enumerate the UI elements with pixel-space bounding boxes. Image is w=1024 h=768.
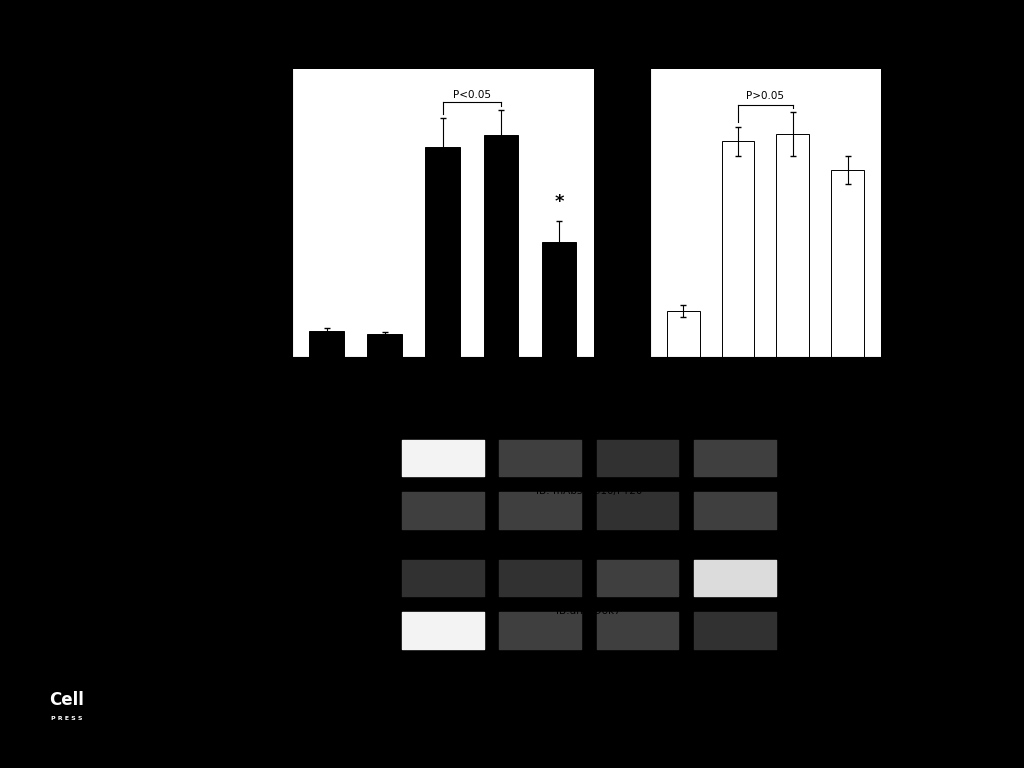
Text: αBTX beads
"pull down": αBTX beads "pull down" [324, 473, 386, 495]
Text: –: – [647, 419, 653, 432]
Text: –: – [442, 419, 449, 432]
Bar [776, 134, 809, 357]
Text: –: – [680, 423, 686, 436]
Text: Dok7 siRNA: Dok7 siRNA [328, 420, 386, 430]
Text: Scr siRNA: Scr siRNA [338, 402, 386, 413]
Y-axis label: AChR clusters per
DsRed-positive myotube: AChR clusters per DsRed-positive myotube [603, 149, 625, 277]
Text: +: + [438, 382, 447, 395]
Text: –: – [324, 382, 330, 395]
Text: Tid1 shRNA: Tid1 shRNA [233, 425, 291, 435]
Text: Phosph. β: Phosph. β [796, 453, 847, 463]
Text: Tid1(1-222)-myc: Tid1(1-222)-myc [303, 386, 386, 396]
Text: DsRed: DsRed [259, 362, 291, 372]
Text: –: – [545, 402, 551, 414]
Bar [483, 135, 518, 357]
Text: –: – [442, 402, 449, 414]
Text: DsRed: DsRed [617, 362, 649, 372]
Text: +: + [748, 419, 758, 432]
Text: Scr shRNA: Scr shRNA [239, 404, 291, 414]
Text: –: – [845, 361, 851, 374]
Text: –: – [556, 402, 562, 415]
Text: P>0.05: P>0.05 [746, 91, 784, 101]
Text: –: – [440, 402, 445, 415]
Text: Dok7: Dok7 [796, 573, 822, 583]
Text: P R E S S: P R E S S [51, 716, 82, 720]
Text: +: + [748, 384, 758, 397]
Text: –: – [845, 402, 851, 415]
Bar [368, 334, 402, 357]
Text: IB: re-probe with mAb124: IB: re-probe with mAb124 [522, 538, 655, 548]
Text: –: – [324, 423, 330, 436]
Text: +: + [554, 382, 564, 395]
Bar [425, 147, 461, 357]
Text: +: + [787, 402, 798, 415]
Text: *: * [554, 194, 564, 211]
Text: Scr siRNA: Scr siRNA [601, 404, 649, 414]
Text: +: + [380, 361, 390, 374]
Text: +: + [496, 382, 506, 395]
Text: Dok7-DsRed: Dok7-DsRed [229, 383, 291, 393]
Text: P<0.05: P<0.05 [453, 90, 490, 100]
Text: –: – [735, 361, 741, 374]
Text: 2008 60, 625-641DOI: (10.1016/j.neuron.2008.09.025): 2008 60, 625-641DOI: (10.1016/j.neuron.2… [264, 710, 553, 720]
Text: –: – [442, 384, 449, 397]
Text: A: A [223, 46, 237, 64]
Text: Cell: Cell [49, 690, 84, 709]
Text: IB:anti-Dok7: IB:anti-Dok7 [556, 606, 622, 616]
Text: –: – [680, 402, 686, 415]
Text: –: – [680, 382, 686, 395]
Text: +: + [787, 382, 798, 395]
Text: IB: mAbs 4G10/PY20: IB: mAbs 4G10/PY20 [536, 486, 642, 496]
Text: +: + [645, 384, 655, 397]
Text: Tid1(1-222)-DsRed: Tid1(1-222)-DsRed [555, 383, 649, 393]
Bar [667, 311, 699, 357]
Bar [831, 170, 864, 357]
Text: –: – [790, 423, 796, 436]
Text: Crude
Lysate: Crude Lysate [353, 593, 386, 615]
Text: +: + [843, 382, 853, 395]
Text: +: + [496, 402, 506, 415]
Text: –: – [382, 382, 388, 395]
Text: –: – [750, 402, 756, 414]
Text: –: – [735, 402, 741, 415]
Text: Copyright © 2008 Elsevier Inc.  Terms and Conditions: Copyright © 2008 Elsevier Inc. Terms and… [220, 726, 500, 736]
Y-axis label: Number of AChR clusters
per DsRed-positive myotube: Number of AChR clusters per DsRed-positi… [245, 139, 266, 287]
Text: –: – [735, 423, 741, 436]
Text: –: – [440, 361, 445, 374]
Text: –: – [498, 361, 504, 374]
Text: –: – [498, 423, 504, 436]
Text: +: + [645, 402, 655, 414]
Text: +: + [543, 384, 553, 397]
Text: C: C [223, 380, 236, 398]
Text: –: – [324, 402, 330, 415]
Text: IB: mAb9E10: IB: mAb9E10 [555, 658, 623, 668]
Text: –: – [324, 361, 330, 374]
Text: Tid1(1-222)
-myc: Tid1(1-222) -myc [796, 619, 856, 641]
Text: +: + [733, 382, 743, 395]
Text: +: + [843, 423, 853, 436]
Bar [722, 141, 755, 357]
Text: Neuron: Neuron [220, 710, 258, 720]
Text: +: + [678, 361, 688, 374]
Text: B: B [558, 46, 570, 64]
Text: –: – [382, 423, 388, 436]
Text: –: – [790, 361, 796, 374]
Text: Dok7 siRNA: Dok7 siRNA [591, 425, 649, 435]
Text: –: – [556, 361, 562, 374]
Text: –: – [382, 402, 388, 415]
Text: –: – [440, 423, 445, 436]
Text: Figure 7: Figure 7 [476, 22, 548, 39]
Bar [309, 331, 344, 357]
Bar [542, 242, 577, 357]
Text: –: – [545, 419, 551, 432]
Text: Total β: Total β [796, 505, 829, 515]
Text: +: + [554, 423, 564, 436]
